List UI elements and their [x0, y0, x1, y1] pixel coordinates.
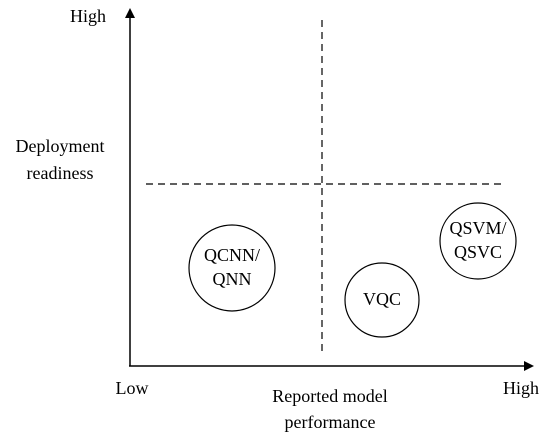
- x-axis-title: Reported model: [272, 386, 387, 406]
- y-axis-title: Deployment: [16, 136, 105, 156]
- node-label: QNN: [213, 269, 252, 289]
- y-high-label: High: [70, 6, 106, 26]
- node-label: QCNN/: [204, 245, 260, 265]
- x-high-label: High: [503, 378, 539, 398]
- node: VQC: [344, 262, 420, 338]
- x-low-label: Low: [116, 378, 149, 398]
- y-axis-title: readiness: [27, 163, 94, 183]
- node: QSVM/ QSVC: [439, 202, 517, 280]
- node-circle: [439, 202, 517, 280]
- x-axis-title: performance: [285, 412, 376, 432]
- node-circle: [344, 262, 420, 338]
- node-label: QSVM/: [449, 218, 506, 238]
- node-circle: [188, 224, 276, 312]
- node: QCNN/ QNN: [188, 224, 276, 312]
- node-label: QSVC: [454, 242, 502, 262]
- node-label: VQC: [363, 289, 401, 309]
